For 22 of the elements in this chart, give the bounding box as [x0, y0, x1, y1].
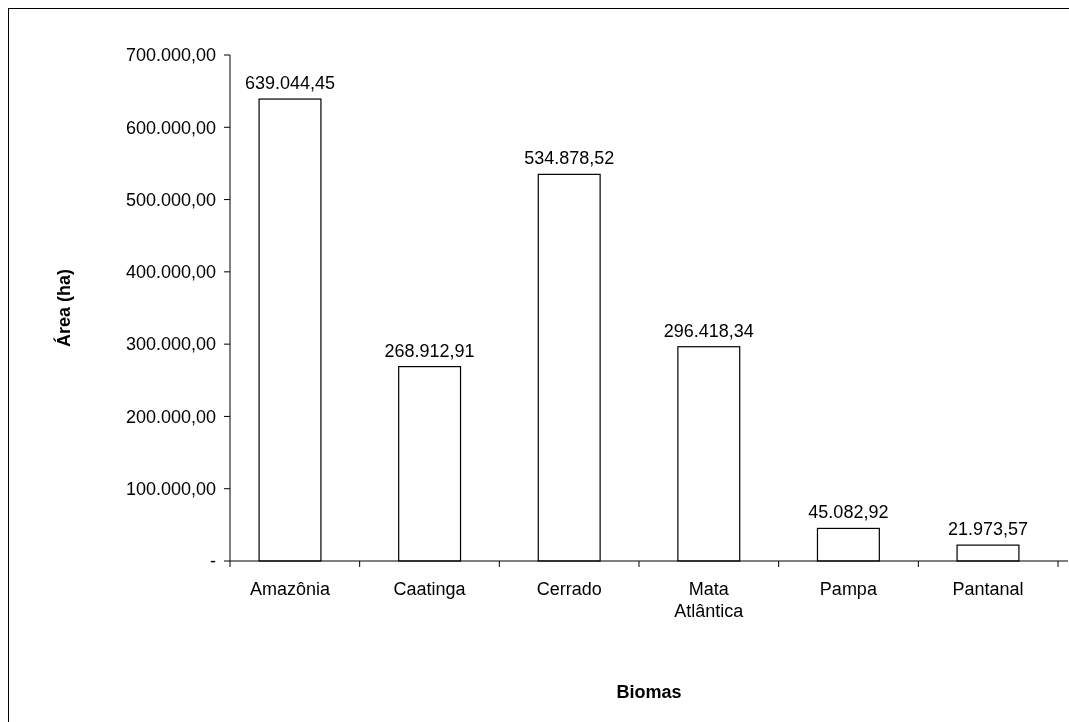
y-tick-label: 300.000,00	[125, 334, 216, 355]
data-label: 534.878,52	[524, 148, 615, 169]
x-tick-label: Amazônia	[249, 579, 332, 599]
y-tick-label: -	[210, 551, 216, 572]
x-tick-label: Pampa	[819, 579, 878, 599]
y-tick-label: 400.000,00	[125, 262, 216, 283]
data-label: 296.418,34	[663, 320, 754, 341]
x-tick-label: Caatinga	[393, 579, 467, 599]
y-tick-label: 500.000,00	[125, 189, 216, 210]
y-axis-title: Área (ha)	[53, 268, 74, 348]
data-label: 45.082,92	[808, 502, 889, 523]
y-tick-label: 100.000,00	[125, 479, 216, 500]
data-label: 639.044,45	[244, 73, 336, 94]
x-tick-label: Pantanal	[952, 579, 1024, 599]
data-label: 21.973,57	[947, 519, 1029, 540]
data-label: 268.912,91	[384, 340, 475, 361]
y-tick-label: 200.000,00	[125, 406, 216, 427]
x-tick-label: Cerrado	[536, 579, 602, 599]
y-tick-label: 600.000,00	[125, 117, 216, 138]
x-tick-label: Mata Atlântica	[674, 579, 745, 621]
x-axis-title: Biomas	[616, 682, 682, 702]
y-tick-label: 700.000,00	[125, 45, 216, 66]
